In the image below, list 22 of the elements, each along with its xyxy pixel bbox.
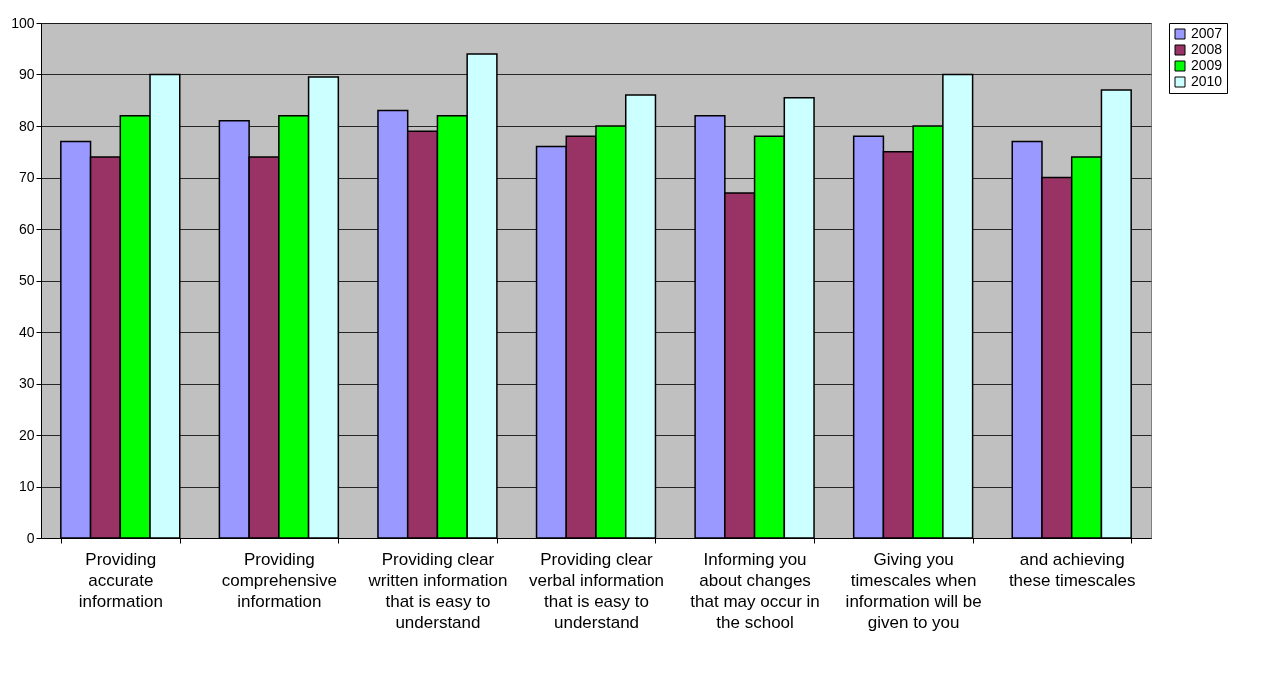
x-tick-label: Providing clear written information that is easy to understand	[367, 549, 508, 632]
legend-label: 2008	[1191, 41, 1223, 57]
y-tick-label: 50	[18, 272, 35, 288]
y-tick-label: 40	[18, 323, 35, 340]
y-tick-label: 20	[18, 426, 35, 443]
y-tick-label: 30	[18, 375, 35, 391]
x-tick-label: Providing clear verbal information that is easy to understand	[528, 549, 665, 632]
y-tick-label: 10	[18, 478, 35, 494]
y-tick-label: 0	[26, 529, 35, 546]
legend-label: 2007	[1191, 25, 1223, 41]
y-tick-label: 100	[11, 14, 35, 31]
x-tick-label: Providing accurate information	[78, 549, 163, 611]
x-tick-label: Giving you timescales when information will be given to you	[845, 549, 982, 632]
y-tick-label: 90	[18, 66, 35, 82]
y-tick-label: 60	[18, 220, 35, 237]
y-tick-label: 80	[18, 117, 35, 134]
legend-label: 2009	[1191, 57, 1223, 73]
y-tick-label: 70	[18, 169, 35, 185]
x-tick-label: Providing comprehensive information	[221, 549, 337, 611]
legend-label: 2010	[1191, 73, 1223, 89]
x-tick-label: and achieving these timescales	[1008, 549, 1136, 590]
x-tick-label: Informing you about changes that may occur in the school	[690, 549, 820, 632]
